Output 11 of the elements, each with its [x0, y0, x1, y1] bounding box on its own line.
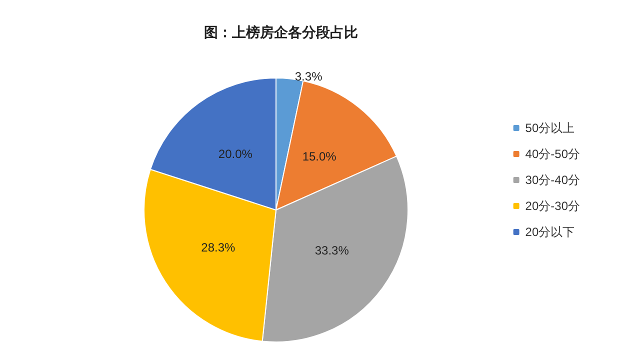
legend-label: 30分-40分: [525, 173, 580, 187]
data-label: 3.3%: [294, 70, 323, 84]
legend-label: 20分-30分: [525, 199, 580, 213]
legend-label: 50分以上: [525, 121, 575, 135]
data-label: 15.0%: [302, 149, 337, 164]
data-label: 33.3%: [314, 244, 350, 258]
data-label: 20.0%: [218, 147, 253, 162]
chart-title: 图：上榜房企各分段占比: [204, 24, 358, 40]
legend-label: 20分以下: [525, 225, 575, 239]
legend-label: 40分-50分: [525, 147, 580, 161]
data-label: 28.3%: [201, 240, 236, 255]
